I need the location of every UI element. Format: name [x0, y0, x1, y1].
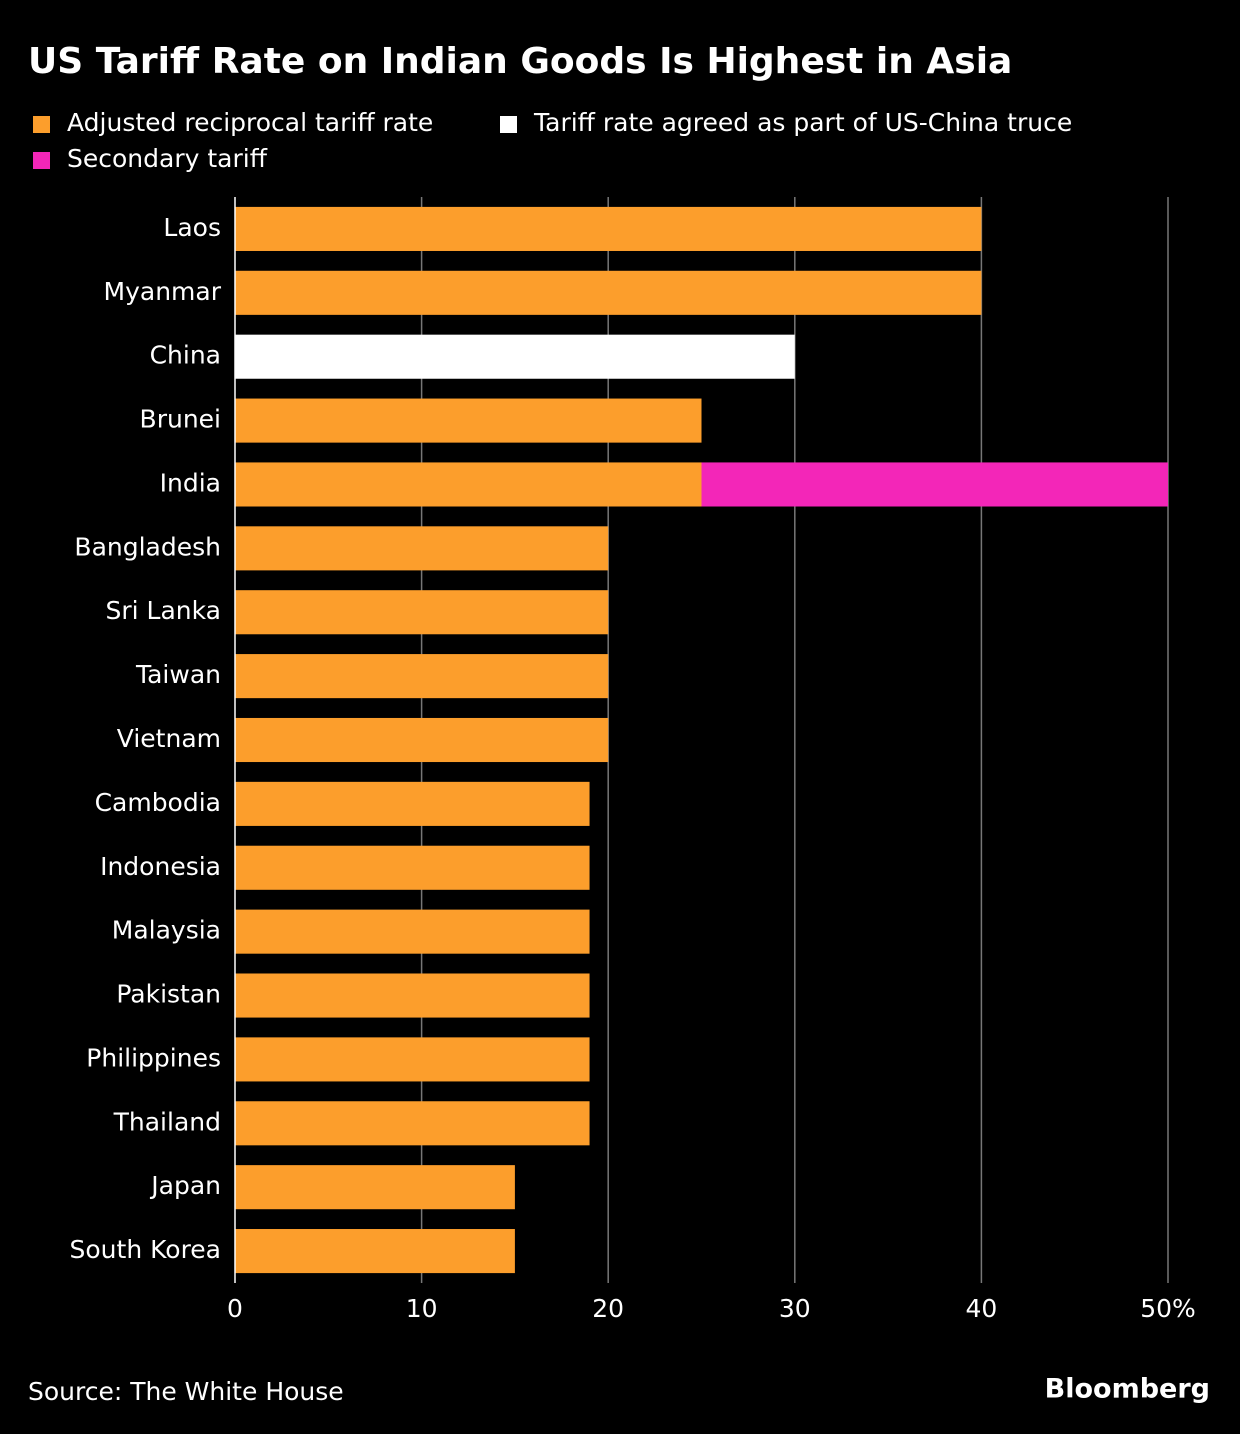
bar — [235, 270, 982, 315]
bar — [235, 781, 590, 826]
bar — [235, 526, 609, 571]
y-tick-label: Thailand — [113, 1107, 221, 1136]
bar — [235, 845, 590, 890]
source: Source: The White House — [28, 1377, 344, 1406]
x-tick-label: 30 — [779, 1294, 811, 1323]
bar — [235, 462, 702, 507]
y-tick-label: Taiwan — [135, 660, 221, 689]
y-tick-label: Indonesia — [100, 852, 221, 881]
legend-label: Tariff rate agreed as part of US-China t… — [533, 108, 1072, 137]
x-tick-label: 20 — [592, 1294, 624, 1323]
legend-label: Secondary tariff — [67, 144, 268, 173]
x-tick-label: 10 — [406, 1294, 438, 1323]
bar — [235, 909, 590, 954]
y-tick-label: Cambodia — [95, 788, 221, 817]
chart-title: US Tariff Rate on Indian Goods Is Highes… — [28, 41, 1012, 82]
y-tick-label: Sri Lanka — [106, 596, 222, 625]
bar — [235, 1165, 515, 1210]
legend-swatch — [33, 116, 50, 133]
y-tick-label: Laos — [163, 213, 221, 242]
bar — [235, 654, 609, 699]
legend-swatch — [500, 116, 517, 133]
bar — [235, 717, 609, 763]
y-tick-label: China — [150, 341, 221, 370]
brand: Bloomberg — [1045, 1374, 1210, 1405]
x-tick-label: 0 — [227, 1294, 243, 1323]
y-tick-label: Philippines — [86, 1043, 221, 1072]
y-tick-label: Brunei — [140, 405, 221, 434]
x-tick-label: 50% — [1140, 1294, 1196, 1323]
bar — [235, 1229, 515, 1274]
legend-swatch — [33, 152, 50, 169]
y-tick-label: South Korea — [70, 1235, 221, 1264]
bar — [235, 334, 795, 379]
legend-label: Adjusted reciprocal tariff rate — [67, 108, 433, 137]
x-tick-label: 40 — [965, 1294, 997, 1323]
bar — [701, 462, 1168, 507]
y-tick-label: Malaysia — [112, 916, 221, 945]
y-tick-label: Myanmar — [104, 277, 222, 306]
bar — [235, 973, 590, 1018]
y-tick-label: Vietnam — [117, 724, 221, 753]
bar — [235, 1101, 590, 1146]
bar — [235, 398, 702, 443]
bar — [235, 206, 982, 251]
y-tick-label: Bangladesh — [74, 532, 221, 561]
bar — [235, 1037, 590, 1082]
y-tick-label: Japan — [149, 1171, 221, 1200]
y-tick-label: Pakistan — [116, 980, 221, 1009]
y-tick-label: India — [160, 468, 221, 497]
bar — [235, 590, 609, 635]
